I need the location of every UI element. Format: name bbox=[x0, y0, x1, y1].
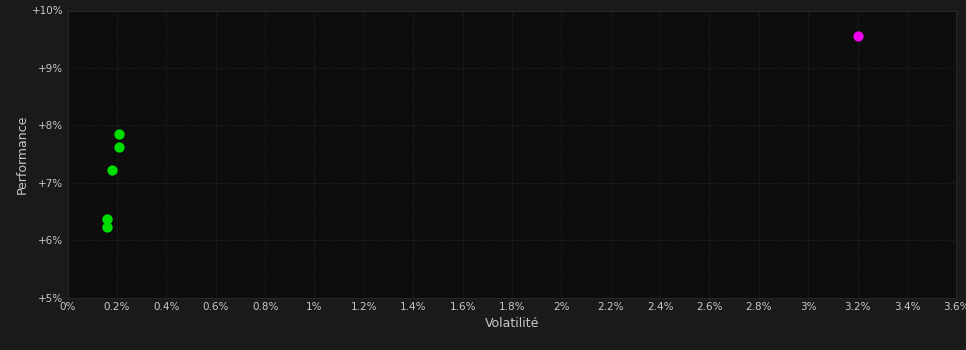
Point bbox=[112, 131, 128, 137]
Point bbox=[112, 144, 128, 150]
Point bbox=[104, 167, 120, 173]
Y-axis label: Performance: Performance bbox=[16, 114, 29, 194]
Point bbox=[99, 216, 115, 222]
X-axis label: Volatilité: Volatilité bbox=[485, 317, 539, 330]
Point bbox=[99, 224, 115, 230]
Point bbox=[850, 34, 866, 39]
